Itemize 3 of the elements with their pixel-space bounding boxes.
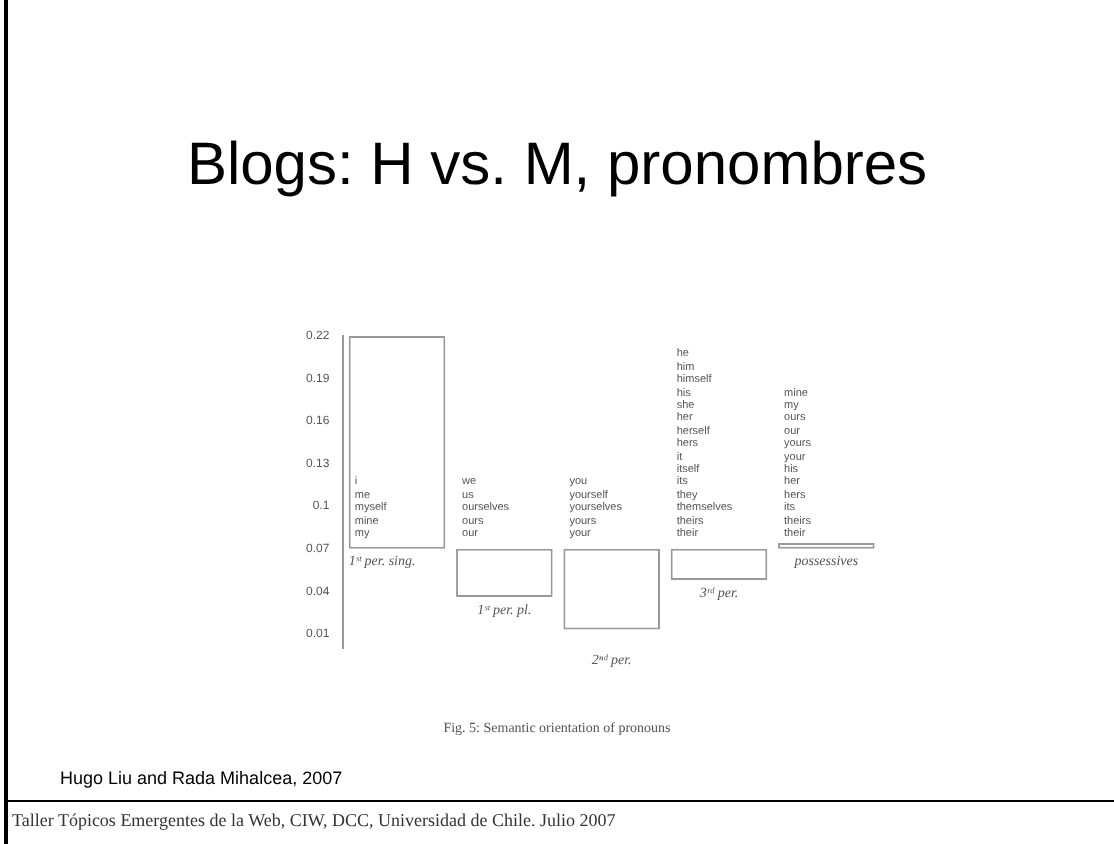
text: Hugo Liu and Rada Mihalcea, 2007 <box>60 768 343 788</box>
text: Taller Tópicos Emergentes de la Web, CIW, DCC, Universidad de Chile. Julio 2007 <box>12 810 616 830</box>
chart-title: Blogs: H vs. M, pronombres <box>184 132 930 200</box>
